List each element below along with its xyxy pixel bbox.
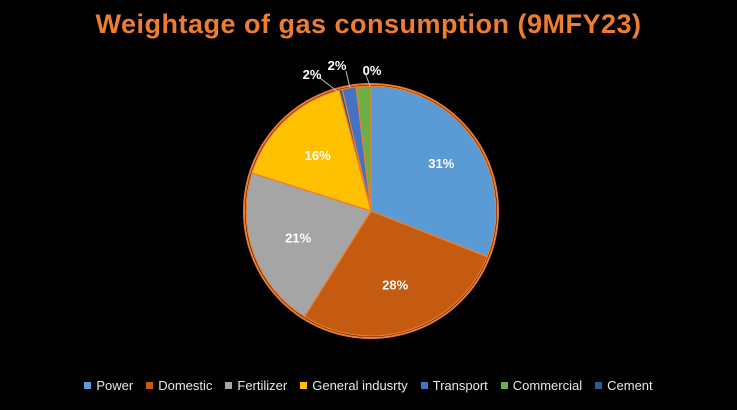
legend-item-cement: Cement	[595, 378, 653, 393]
legend-label: Domestic	[158, 378, 213, 393]
legend-swatch	[84, 382, 92, 389]
legend-swatch	[225, 382, 233, 389]
legend-item-commercial: Commercial	[500, 378, 583, 393]
leader-line	[345, 70, 351, 89]
legend-swatch	[300, 382, 308, 389]
legend-label: Fertilizer	[237, 378, 288, 393]
legend-label: Commercial	[512, 378, 583, 393]
data-label-power: 31%	[428, 156, 454, 171]
legend-swatch	[420, 382, 428, 389]
legend: Power Domestic Fertilizer General indusrty T…	[0, 378, 737, 393]
leader-line	[319, 77, 339, 93]
legend-swatch	[500, 382, 508, 389]
pie-outline	[243, 83, 499, 339]
pie-slice-general-indusrty	[251, 89, 372, 212]
legend-label: General indusrty	[312, 378, 408, 393]
legend-label: Cement	[607, 378, 653, 393]
pie-slice-fertilizer	[245, 172, 372, 318]
legend-swatch	[595, 382, 603, 389]
data-label-commercial: 2%	[328, 58, 347, 73]
data-label-cement: 0%	[363, 63, 382, 78]
data-label-transport: 2%	[303, 67, 322, 82]
legend-item-power: Power	[84, 378, 133, 393]
legend-swatch	[146, 382, 154, 389]
legend-item-transport: Transport	[420, 378, 488, 393]
legend-item-general-indusrty: General indusrty	[300, 378, 408, 393]
pie-slice-commercial	[355, 85, 372, 212]
legend-label: Power	[96, 378, 134, 393]
chart-title: Weightage of gas consumption (9MFY23)	[95, 9, 642, 39]
data-label-general-indusrty: 16%	[305, 148, 331, 163]
pie-slice-power	[370, 85, 497, 258]
data-label-fertilizer: 21%	[285, 231, 311, 246]
legend-item-fertilizer: Fertilizer	[225, 378, 287, 393]
data-label-domestic: 28%	[382, 278, 408, 293]
leader-line	[363, 69, 371, 87]
legend-label: Transport	[432, 378, 488, 393]
pie-slice-domestic	[303, 210, 489, 337]
legend-item-domestic: Domestic	[146, 378, 212, 393]
